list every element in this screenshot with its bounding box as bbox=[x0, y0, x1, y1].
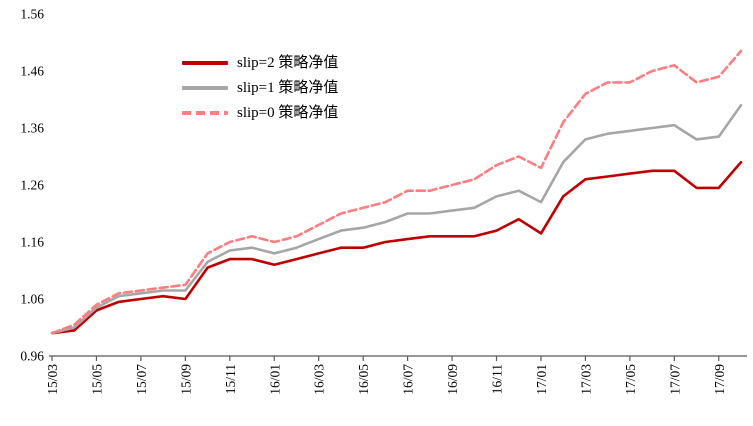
x-tick-label: 16/05 bbox=[356, 364, 371, 395]
legend-label-slip1: slip=1 策略净值 bbox=[237, 80, 339, 96]
x-tick-label: 15/09 bbox=[178, 364, 193, 395]
x-tick-label: 15/11 bbox=[223, 364, 238, 394]
y-tick-label: 1.36 bbox=[20, 121, 44, 136]
x-tick-label: 15/07 bbox=[134, 364, 149, 395]
series-lines bbox=[50, 49, 743, 335]
legend-line-sample-slip2 bbox=[182, 61, 228, 65]
series-line-0 bbox=[50, 160, 743, 335]
x-tick-label: 17/03 bbox=[578, 364, 593, 395]
y-tick-label: 1.16 bbox=[20, 235, 44, 250]
x-tick-label: 16/01 bbox=[267, 364, 282, 395]
series-line-1 bbox=[50, 103, 743, 335]
x-tick-label: 15/05 bbox=[89, 364, 104, 395]
x-tick-label: 17/05 bbox=[623, 364, 638, 395]
x-tick-label: 15/03 bbox=[45, 364, 60, 395]
y-tick-label: 1.06 bbox=[20, 292, 44, 307]
y-tick-label: 1.26 bbox=[20, 178, 44, 193]
legend-item-slip0: slip=0 策略净值 bbox=[182, 104, 338, 122]
legend-item-slip1: slip=1 策略净值 bbox=[182, 79, 338, 97]
x-tick-label: 17/07 bbox=[667, 364, 682, 395]
x-tick-label: 17/09 bbox=[712, 364, 727, 395]
axes: 15/03 15/05 15/07 15/09 15/11 16/01 16/03 16/05… bbox=[20, 7, 747, 395]
legend-line-sample-slip1 bbox=[182, 86, 228, 90]
y-tick-label: 1.46 bbox=[20, 64, 44, 79]
x-tick-label: 16/07 bbox=[401, 364, 416, 395]
legend-label-slip0: slip=0 策略净值 bbox=[237, 105, 339, 121]
legend-line-sample-slip0 bbox=[182, 111, 228, 115]
x-tick-label: 16/03 bbox=[312, 364, 327, 395]
legend-label-slip2: slip=2 策略净值 bbox=[237, 55, 339, 71]
legend: slip=2 策略净值 slip=1 策略净值 slip=0 策略净值 bbox=[182, 54, 338, 122]
x-tick-label: 17/01 bbox=[534, 364, 549, 395]
legend-item-slip2: slip=2 策略净值 bbox=[182, 54, 338, 72]
y-tick-label: 0.96 bbox=[20, 349, 44, 364]
series-line-2 bbox=[50, 49, 743, 335]
x-tick-label: 16/09 bbox=[445, 364, 460, 395]
y-tick-label: 1.56 bbox=[20, 7, 44, 22]
x-tick-label: 16/11 bbox=[490, 364, 505, 394]
